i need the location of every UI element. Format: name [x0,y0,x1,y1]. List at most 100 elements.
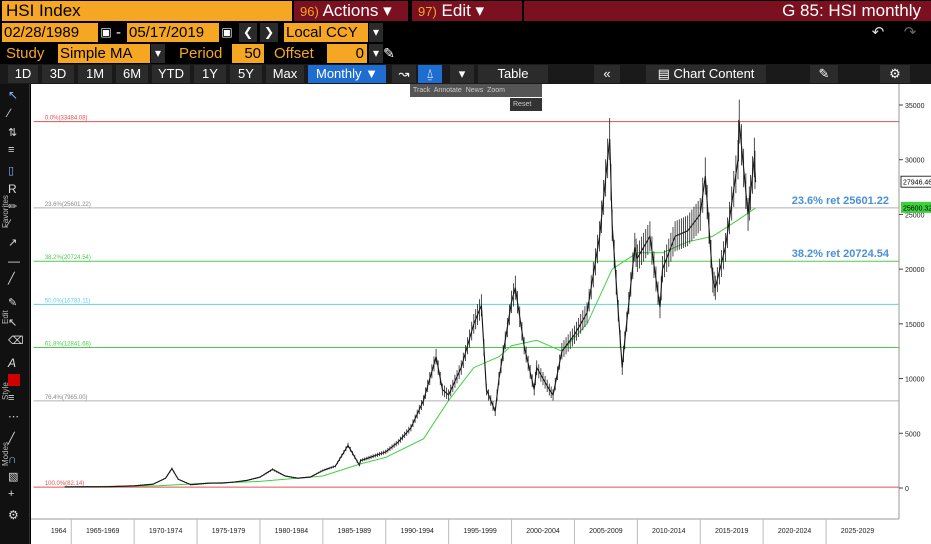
reset-button[interactable]: Reset [510,98,542,111]
frequency-select[interactable]: Monthly ▼ [308,65,386,83]
retracement-annotation: 38.2% ret 20724.54 [792,248,890,260]
end-calendar-icon[interactable]: ▣ [220,23,234,42]
x-tick-label: 1995-1999 [463,528,497,535]
ma-value-label: 25600.32 [903,205,931,212]
period-5y-button[interactable]: 5Y [230,65,262,83]
fib-level-label: 0.0%(33484.08) [45,116,88,122]
magnet-icon[interactable]: ∩ [8,452,17,466]
edit-menu[interactable]: 97) Edit ▾ [412,1,522,21]
period-max-button[interactable]: Max [266,65,304,83]
table-button[interactable]: Table [478,65,548,83]
zoom-tool[interactable]: Zoom [487,87,505,94]
currency-dropdown-icon[interactable]: ▾ [369,23,383,42]
crosshair-icon[interactable]: + [8,488,15,500]
fib-tool-icon[interactable]: ≡ [8,144,15,156]
currency-select[interactable]: Local CCY [284,23,368,42]
period-1m-button[interactable]: 1M [78,65,112,83]
track-tool[interactable]: Track [413,87,431,94]
annotate-tool[interactable]: Annotate [433,87,462,94]
x-tick-label: 2015-2019 [715,528,749,535]
pencil-icon[interactable]: ✎ [383,45,395,61]
chart-content-icon: ▤ [657,66,670,81]
study-label: Study [6,45,45,62]
edit-chart-icon[interactable]: ✎ [810,65,838,83]
lock-icon[interactable]: ▧ [8,471,19,483]
regression-icon[interactable]: R [8,182,17,196]
draw-icon[interactable]: ✎ [8,297,18,309]
start-calendar-icon[interactable]: ▣ [99,23,113,42]
trend-icon[interactable]: ╱ [8,273,15,285]
cursor-icon[interactable]: ↖ [8,88,19,102]
period-6m-button[interactable]: 6M [116,65,148,83]
end-date-field[interactable]: 05/17/2019 [127,23,219,42]
chart-tools-overlay: Track Annotate News Zoom [410,84,542,97]
study-select[interactable]: Simple MA [58,44,150,63]
x-tick-label: 1990-1994 [400,528,434,535]
redo-icon[interactable]: ↷ [903,24,917,41]
retracement-annotation: 23.6% ret 25601.22 [792,195,889,207]
x-tick-label: 2010-2014 [652,528,686,535]
date-separator: - [116,24,121,41]
last-price-tag [900,175,931,188]
channel-icon[interactable]: ▯ [8,165,15,177]
chart-type-dropdown-icon[interactable]: ▾ [450,65,474,83]
y-tick-label: 0 [905,486,909,493]
news-tool[interactable]: News [465,87,484,94]
fib-level-label: 38.2%(20724.54) [45,255,91,261]
fib-level-label: 23.6%(25601.22) [45,202,91,208]
period-3d-button[interactable]: 3D [42,65,74,83]
prev-period-icon[interactable]: ❮ [239,23,257,42]
fib-level-label: 100.0%(82.14) [45,481,84,487]
y-tick-label: 10000 [905,377,925,384]
fib-level-label: 61.8%(12841.68) [45,341,91,347]
chart-content-button[interactable]: ▤ Chart Content [646,65,766,83]
y-tick-label: 20000 [905,267,925,274]
chart-area[interactable]: 35000 30000 25000 20000 15000 10000 5000 0 1964 1… [31,84,931,544]
line-tool-icon[interactable]: ∕ [8,106,11,120]
style-tab[interactable]: Style [1,382,10,400]
price-chart: 35000 30000 25000 20000 15000 10000 5000 0 1964 1… [31,84,931,544]
next-period-icon[interactable]: ❯ [260,23,278,42]
x-tick-label: 2025-2029 [841,528,875,535]
bar-chart-icon[interactable]: ⍙ [418,65,442,83]
color-swatch-icon[interactable] [8,374,20,386]
collapse-icon[interactable]: « [594,65,620,83]
date-range-bar: 02/28/1989 ▣ - 05/17/2019 ▣ ❮ ❯ Local CC… [0,23,931,43]
period-label: Period [179,45,223,62]
edit-tab[interactable]: Edit [1,310,10,324]
period-1y-button[interactable]: 1Y [194,65,226,83]
actions-menu[interactable]: 96) Actions ▾ [294,1,408,21]
line-weight-icon[interactable]: ≡ [8,392,15,404]
move-icon[interactable]: ↖ [8,317,18,329]
favorites-tab[interactable]: Favorites [1,195,10,228]
undo-icon[interactable]: ↶ [871,24,885,41]
pen-icon[interactable]: ✏ [8,201,18,213]
x-tick-label: 2020-2024 [778,528,812,535]
offset-field[interactable]: 0 [327,44,367,63]
fib-level-label: 76.4%(7965.00) [45,395,88,401]
period-1d-button[interactable]: 1D [8,65,38,83]
start-date-field[interactable]: 02/28/1989 [2,23,98,42]
line-style-icon[interactable]: ⋯ [8,411,19,423]
y-tick-label: 5000 [905,431,921,438]
delete-icon[interactable]: ⌫ [8,335,24,347]
draw-mode-icon[interactable]: ╱ [8,433,15,445]
line-chart-icon[interactable]: ↝ [392,65,416,83]
text-style-icon[interactable]: A [8,356,17,370]
period-ytd-button[interactable]: YTD [152,65,190,83]
hline-icon[interactable]: — [8,254,20,268]
x-tick-label: 1975-1979 [212,528,246,535]
ticker-field[interactable]: HSI Index [2,1,292,21]
period-field[interactable]: 50 [232,44,264,63]
study-dropdown-icon[interactable]: ▾ [151,44,165,63]
x-tick-label: 2000-2004 [526,528,560,535]
sidebar-settings-icon[interactable]: ⚙ [8,508,19,522]
last-price-label: 27946.46 [903,180,931,187]
brush-icon[interactable]: ∕ [8,218,10,230]
settings-gear-icon[interactable]: ⚙ [880,65,910,83]
offset-dropdown-icon[interactable]: ▾ [369,44,383,63]
measure-icon[interactable]: ⇅ [8,127,18,139]
y-tick-label: 25000 [905,212,925,219]
modes-tab[interactable]: Modes [1,441,10,466]
ray-icon[interactable]: ↗ [8,237,18,249]
